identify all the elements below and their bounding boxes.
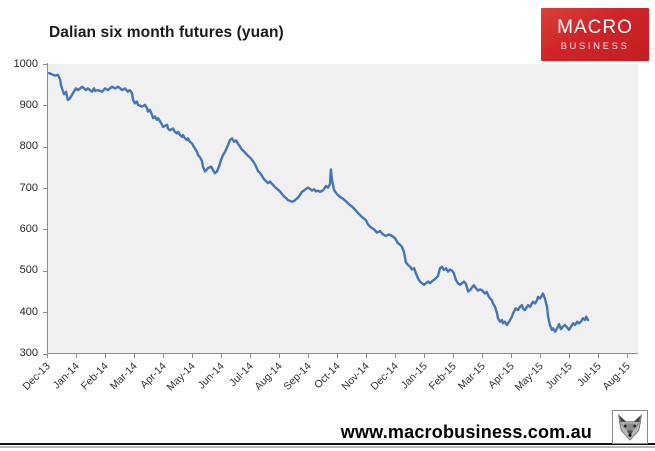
site-url: www.macrobusiness.com.au	[340, 422, 592, 442]
y-axis-tick-mark	[43, 188, 47, 190]
x-axis-tick-mark	[511, 354, 512, 358]
x-axis-tick-mark	[76, 354, 77, 358]
wolf-icon	[612, 410, 648, 444]
x-axis-tick-mark	[337, 354, 338, 358]
y-axis-tick-label: 600	[19, 222, 38, 235]
x-axis-line	[47, 353, 638, 354]
x-axis-tick-mark	[105, 354, 106, 358]
futures-price-line	[47, 71, 590, 333]
footer-divider-black	[0, 443, 655, 445]
y-axis-tick-mark	[43, 105, 47, 107]
price-line-chart	[47, 71, 590, 333]
x-axis-tick-mark	[482, 354, 483, 358]
wolf-head-engraving	[617, 413, 643, 441]
macrobusiness-logo: MACRO BUSINESS	[541, 8, 649, 61]
footer-divider-gray	[0, 446, 655, 448]
plot-area	[48, 64, 638, 353]
x-axis-tick-mark	[569, 354, 570, 358]
x-axis-tick-mark	[192, 354, 193, 358]
y-axis-tick-mark	[43, 229, 47, 231]
logo-text-macro: MACRO	[557, 17, 633, 38]
y-axis-line	[47, 63, 48, 354]
x-axis-tick-mark	[250, 354, 251, 358]
y-axis-tick-label: 400	[19, 305, 38, 318]
x-axis-tick-mark	[627, 354, 628, 358]
x-axis-tick-mark	[163, 354, 164, 358]
x-axis-tick-mark	[47, 354, 48, 358]
x-axis-tick-mark	[424, 354, 425, 358]
x-axis-tick-mark	[540, 354, 541, 358]
x-axis-tick-mark	[134, 354, 135, 358]
y-axis-tick-label: 800	[19, 140, 38, 153]
y-axis-tick-mark	[43, 353, 47, 355]
x-axis-tick-mark	[395, 354, 396, 358]
y-axis-tick-label: 300	[19, 347, 38, 359]
chart-title: Dalian six month futures (yuan)	[49, 24, 284, 41]
logo-text-business: BUSINESS	[560, 41, 630, 52]
x-axis-tick-mark	[279, 354, 280, 358]
y-axis-tick-label: 900	[19, 98, 38, 111]
y-axis-tick-label: 700	[19, 181, 38, 194]
x-axis-tick-mark	[453, 354, 454, 358]
y-axis-tick-label: 500	[19, 264, 38, 277]
y-axis-tick-mark	[43, 146, 47, 148]
x-axis-tick-mark	[366, 354, 367, 358]
x-axis-tick-mark	[598, 354, 599, 358]
y-axis-tick-label: 1000	[13, 57, 38, 70]
x-axis-tick-mark	[308, 354, 309, 358]
y-axis-tick-mark	[43, 312, 47, 314]
y-axis-tick-mark	[43, 270, 47, 272]
x-axis-tick-mark	[221, 354, 222, 358]
y-axis-tick-mark	[43, 64, 47, 65]
